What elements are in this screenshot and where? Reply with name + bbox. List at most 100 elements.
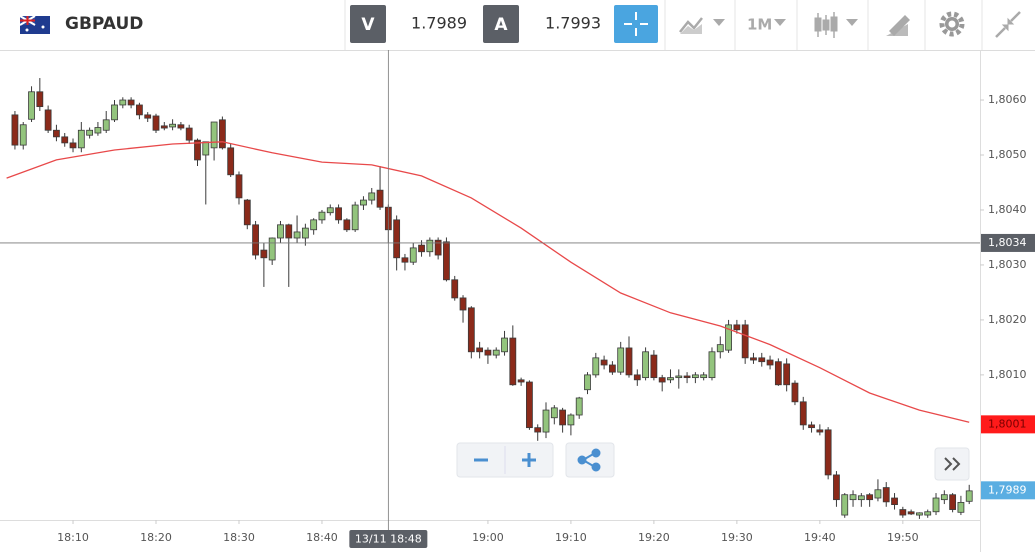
candle-body (750, 357, 757, 361)
candle-body (667, 377, 674, 381)
x-tick-label: 19:40 (804, 531, 836, 544)
x-tick-label: 18:10 (57, 531, 89, 544)
candle-body (833, 474, 840, 501)
candle-body (733, 324, 741, 331)
candle-body (932, 497, 940, 513)
candle-body (534, 427, 542, 433)
candle-body (857, 495, 865, 501)
x-tick-label: 19:00 (472, 531, 504, 544)
candle-body (741, 324, 749, 359)
candle-body (965, 490, 973, 502)
x-tick-label: 19:10 (555, 531, 587, 544)
last-price-tag-box (981, 481, 1035, 500)
bid-label: V (361, 15, 375, 35)
last-price-tag-label: 1,7989 (988, 483, 1027, 496)
candle-body (642, 351, 649, 379)
candle-body (517, 379, 525, 383)
ask-price: 1.7993 (545, 14, 601, 33)
candle-body (451, 279, 459, 299)
ma-price-tag-label: 1,8001 (988, 417, 1027, 430)
candle-body (484, 349, 492, 356)
candle-body (127, 99, 135, 106)
minimize-button[interactable] (995, 11, 1021, 38)
bid-button[interactable] (350, 5, 386, 43)
share-button[interactable] (565, 442, 615, 478)
candle-body (326, 207, 334, 214)
candle-body (102, 119, 110, 131)
ask-button[interactable] (483, 5, 519, 43)
candle-body (492, 349, 500, 356)
candle-body (559, 409, 567, 426)
candle-body (841, 494, 849, 516)
candle-body (119, 99, 127, 106)
x-tick-label: 18:30 (223, 531, 255, 544)
candle-body (891, 497, 898, 506)
candle-body (700, 374, 708, 379)
zoom-in-button[interactable] (522, 453, 536, 467)
candle-body (210, 121, 218, 149)
candle-body (426, 239, 434, 253)
crosshair-button[interactable] (614, 5, 658, 43)
candle-body (434, 239, 442, 256)
candle-body (243, 199, 251, 226)
symbol[interactable]: GBPAUD (65, 14, 143, 34)
candle-body (318, 211, 326, 221)
flag-icon (19, 15, 50, 34)
candle-body (633, 374, 641, 381)
toolbar: GBPAUD V 1.7989 A 1.7993 1M (0, 0, 1035, 51)
candle-body (343, 219, 351, 231)
candle-body (650, 354, 658, 379)
candle-body (808, 424, 815, 429)
candle-body (725, 324, 732, 351)
candle-body (467, 307, 475, 353)
candle-body (94, 127, 102, 134)
candle-body (600, 359, 608, 366)
candle-body (550, 407, 558, 419)
candle-body (144, 114, 152, 119)
candle-body (285, 224, 293, 239)
candle-body (691, 374, 699, 379)
candle-body (758, 357, 766, 363)
candle-body (152, 115, 160, 131)
crosshair-time-box (349, 530, 428, 548)
candle-body (940, 494, 948, 501)
candle-body (53, 129, 60, 138)
candle-style-button[interactable] (814, 12, 858, 38)
candle-body (36, 91, 44, 108)
candle-body (567, 414, 575, 426)
candle-body (608, 364, 616, 373)
candle-body (418, 244, 425, 253)
candle-body (899, 509, 907, 516)
candle-body (916, 512, 923, 516)
candle-body (194, 139, 201, 161)
overlay: 1,8060 1,8050 1,8040 1,8030 1,8020 1,8010 18:1… (0, 50, 1035, 548)
crosshair-price-tag-box (981, 233, 1035, 252)
candle-body (61, 136, 69, 144)
candle-body (77, 129, 85, 149)
candle-body (625, 347, 633, 376)
candle-body (874, 489, 882, 499)
candle-body (501, 337, 508, 353)
candle-body (252, 224, 259, 256)
x-tick-label: 18:40 (306, 531, 338, 544)
candle-body (675, 375, 683, 379)
chart-type-button[interactable] (679, 17, 725, 34)
candle-body (277, 224, 284, 239)
x-tick-label: 19:50 (887, 531, 919, 544)
settings-button[interactable] (939, 11, 965, 37)
drawing-button[interactable] (886, 15, 910, 36)
candle-body (791, 382, 799, 403)
candle-body (575, 397, 583, 416)
timeframe[interactable]: 1M (747, 16, 772, 34)
candle-body (683, 375, 691, 379)
zoom-controls (456, 442, 970, 481)
candle-body (816, 429, 824, 433)
crosshair-icon (624, 12, 648, 36)
ma-price-tag-box (981, 415, 1035, 434)
candle-body (393, 219, 401, 259)
candle-body (260, 249, 268, 259)
candle-body (509, 337, 517, 386)
candle-body (584, 374, 591, 391)
